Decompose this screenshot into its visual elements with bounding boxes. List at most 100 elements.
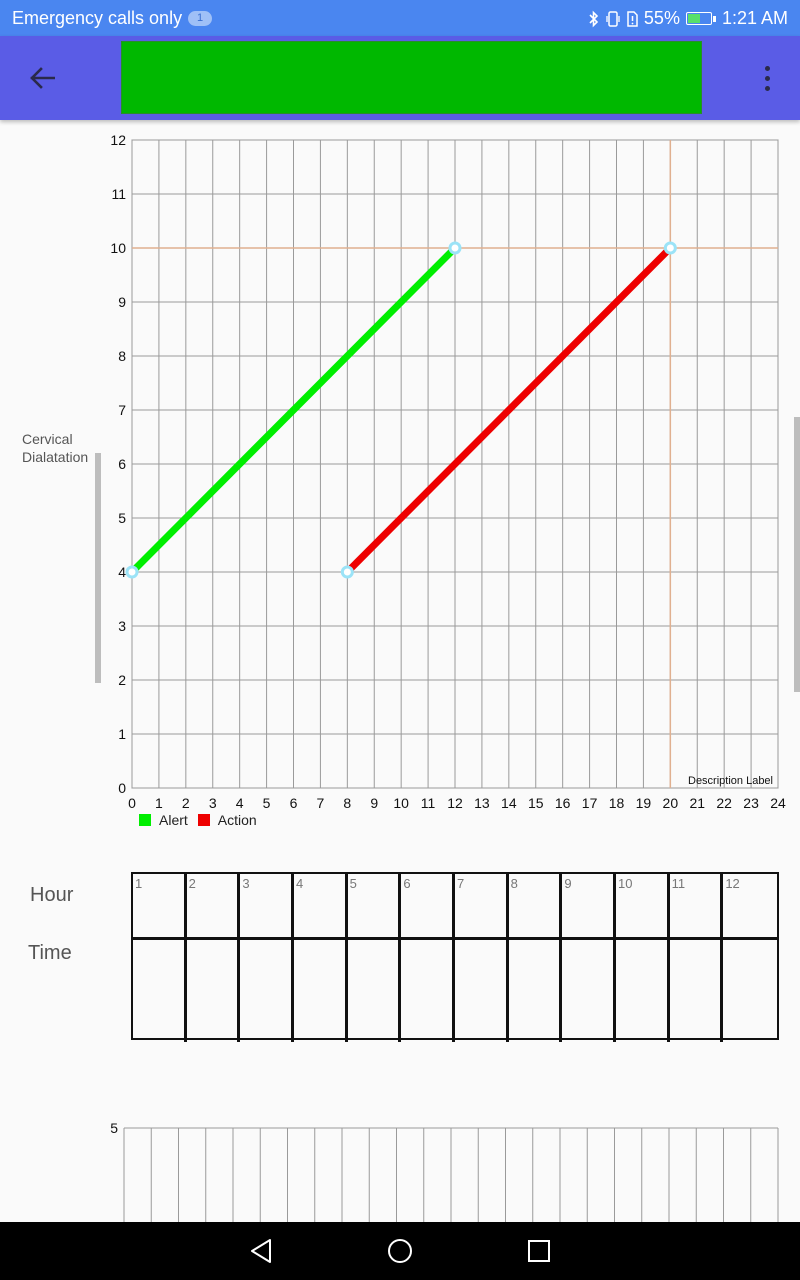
arrow-back-icon [30,67,55,89]
x-tick-label: 22 [716,795,732,811]
time-cell[interactable] [509,940,563,1042]
second-chart: 5 [110,1120,779,1222]
x-tick-label: 19 [636,795,652,811]
hour-cell: 3 [240,874,294,940]
x-tick-label: 1 [155,795,163,811]
x-tick-label: 12 [447,795,463,811]
back-button[interactable] [20,56,64,100]
x-tick-label: 24 [770,795,786,811]
y-tick-label: 12 [110,132,126,148]
cervical-dilatation-chart: 0 1 2 3 4 5 6 7 8 9 10 11 12 13 14 15 16 17 18 19 20 21 22 23 24… [110,132,786,811]
series-line-alert [129,245,458,575]
x-tick-label: 10 [393,795,409,811]
data-point-alert [125,565,139,579]
y-axis-title-line1: Cervical [22,431,73,447]
time-cell[interactable] [616,940,670,1042]
nav-back-button[interactable] [244,1234,278,1268]
hour-cell: 9 [562,874,616,940]
nav-recents-button[interactable] [522,1234,556,1268]
time-cell[interactable] [670,940,724,1042]
y-tick-label: 2 [118,672,126,688]
second-chart-y-tick: 5 [110,1120,118,1136]
time-cell[interactable] [240,940,294,1042]
no-sim-icon [627,10,638,27]
time-cell[interactable] [562,940,616,1042]
y-tick-label: 9 [118,294,126,310]
battery-icon [685,12,716,25]
app-toolbar [0,36,800,120]
time-cell[interactable] [455,940,509,1042]
hour-cell: 7 [455,874,509,940]
x-tick-label: 8 [343,795,351,811]
notification-badge: 1 [188,11,213,26]
data-point-action [663,241,677,255]
title-color-block [121,41,702,114]
y-tick-label: 4 [118,564,126,580]
x-tick-label: 2 [182,795,190,811]
hour-cell: 11 [669,874,724,940]
vibrate-icon [606,10,620,27]
x-tick-label: 20 [663,795,679,811]
status-bar: Emergency calls only 1 55% 1:21 AM [0,0,800,36]
legend-swatch-action [197,814,210,826]
nav-home-button[interactable] [383,1234,417,1268]
system-nav-bar [0,1222,800,1280]
y-tick-label: 6 [118,456,126,472]
x-tick-label: 9 [370,795,378,811]
partograph-content[interactable]: 0 1 2 3 4 5 6 7 8 9 10 11 12 13 14 15 16 17 18 19 20 21 22 23 24… [0,120,800,1222]
legend-item-alert: Alert [139,812,188,828]
y-axis-title-line2: Dialatation [22,449,89,465]
hour-cell: 5 [347,874,402,940]
series-line-action [344,245,673,575]
x-tick-label: 13 [474,795,490,811]
y-tick-label: 8 [118,348,126,364]
description-label: Description Label [688,775,773,787]
hour-cell: 4 [294,874,348,940]
hour-cell: 2 [186,874,241,940]
legend-label-alert: Alert [159,812,188,828]
x-tick-label: 3 [209,795,217,811]
nav-recents-icon [528,1240,550,1262]
x-tick-label: 4 [236,795,244,811]
time-cell[interactable] [187,940,241,1042]
data-point-alert [448,241,462,255]
x-tick-label: 15 [528,795,544,811]
x-tick-label: 17 [582,795,598,811]
x-tick-label: 6 [290,795,298,811]
x-tick-label: 0 [128,795,136,811]
bluetooth-icon [589,10,599,27]
carrier-text: Emergency calls only [12,8,183,28]
clock: 1:21 AM [721,8,788,28]
hour-cell: 8 [508,874,563,940]
chart-scrollbar[interactable] [95,453,101,683]
x-tick-label: 5 [263,795,271,811]
y-tick-label: 11 [111,186,126,202]
x-tick-label: 23 [743,795,759,811]
nav-home-icon [388,1239,412,1263]
y-tick-label: 1 [118,726,126,742]
legend-item-action: Action [197,812,257,828]
x-tick-label: 18 [609,795,625,811]
data-point-action [340,565,354,579]
y-tick-label: 10 [110,240,126,256]
y-axis-title: Cervical Dialatation [22,430,88,466]
hour-row-label: Hour [30,884,74,906]
overflow-dots-icon [764,65,770,71]
time-cell[interactable] [723,940,777,1042]
time-cell[interactable] [133,940,187,1042]
x-tick-label: 14 [501,795,517,811]
nav-back-icon [251,1239,271,1263]
y-tick-label: 3 [118,618,126,634]
page-scrollbar[interactable] [794,417,800,692]
overflow-menu-button[interactable] [752,60,782,96]
x-tick-label: 11 [421,795,436,811]
time-cell[interactable] [348,940,402,1042]
time-cell[interactable] [294,940,348,1042]
y-tick-label: 5 [118,510,126,526]
status-left: Emergency calls only 1 [12,8,213,29]
status-right: 55% 1:21 AM [588,8,788,29]
x-tick-label: 7 [317,795,325,811]
x-tick-label: 21 [689,795,705,811]
y-tick-label: 7 [118,402,126,418]
time-cell[interactable] [401,940,455,1042]
